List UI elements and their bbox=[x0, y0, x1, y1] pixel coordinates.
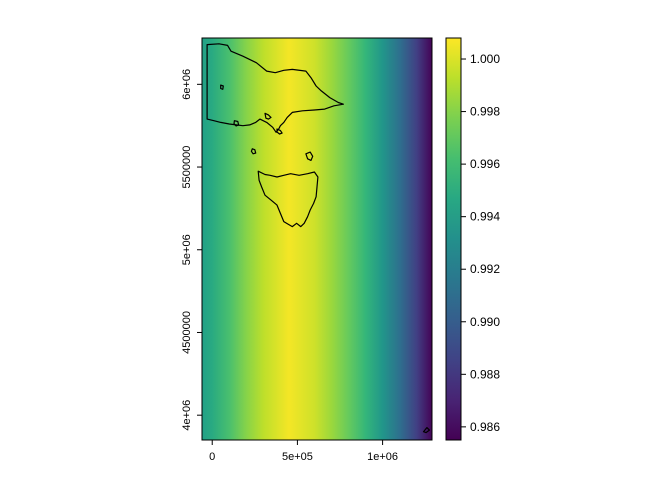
raster-field bbox=[202, 38, 432, 440]
legend-tick-label: 0.990 bbox=[470, 315, 500, 329]
x-tick-label: 1e+06 bbox=[367, 451, 398, 463]
outline-island-bay-1 bbox=[220, 84, 224, 90]
legend-tick-label: 1.000 bbox=[470, 52, 500, 66]
outline-island-bay-2 bbox=[233, 120, 240, 127]
colorbar-ticks: 0.986 0.988 0.990 0.992 0.994 0.996 0.998 1.000 bbox=[461, 52, 500, 434]
outline-island-north-2 bbox=[276, 128, 283, 135]
y-tick-label: 6e+06 bbox=[181, 69, 193, 100]
outline-mainland bbox=[206, 43, 344, 133]
legend-tick-label: 0.996 bbox=[470, 157, 500, 171]
legend-tick-label: 0.998 bbox=[470, 105, 500, 119]
y-tick-label: 5500000 bbox=[181, 146, 193, 189]
outline-island-north-1 bbox=[264, 112, 272, 120]
y-tick-label: 4500000 bbox=[181, 311, 193, 354]
x-tick-label: 5e+05 bbox=[282, 451, 313, 463]
legend-tick-label: 0.986 bbox=[470, 420, 500, 434]
y-axis: 4e+06 4500000 5e+06 5500000 6e+06 bbox=[181, 69, 202, 431]
legend-tick-label: 0.992 bbox=[470, 262, 500, 276]
x-axis: 0 5e+05 1e+06 bbox=[209, 440, 398, 463]
y-tick-label: 4e+06 bbox=[181, 400, 193, 431]
y-tick-label: 5e+06 bbox=[181, 234, 193, 265]
plot-frame bbox=[201, 37, 433, 441]
legend-tick-label: 0.988 bbox=[470, 367, 500, 381]
outline-island-bass-2 bbox=[250, 148, 257, 155]
colorbar-legend: 0.986 0.988 0.990 0.992 0.994 0.996 0.998 1.000 bbox=[445, 37, 500, 441]
outline-island-se bbox=[422, 427, 430, 434]
x-tick-label: 0 bbox=[209, 451, 215, 463]
outline-island-bass-1 bbox=[305, 151, 314, 161]
outline-tasmania bbox=[257, 170, 319, 228]
legend-tick-label: 0.994 bbox=[470, 210, 500, 224]
coastline-outlines bbox=[206, 43, 430, 434]
colorbar bbox=[445, 37, 462, 441]
